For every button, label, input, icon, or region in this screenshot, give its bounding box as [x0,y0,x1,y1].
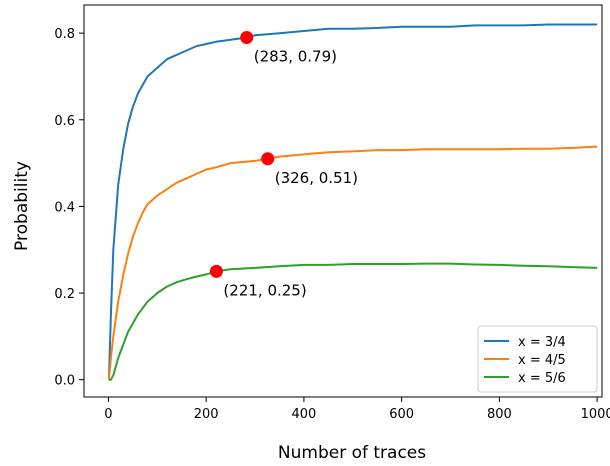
y-tick-label: 0.0 [54,374,75,389]
legend: x = 3/4 x = 4/5 x = 5/6 [477,325,598,393]
y-tick-label: 0.4 [54,200,75,215]
annotation-layer: (283, 0.79) (326, 0.51) (221, 0.25) [209,30,358,299]
y-tick-label: 0.6 [54,114,75,129]
plot-frame [83,4,603,398]
legend-label: x = 3/4 [518,335,566,350]
annotation-label: (326, 0.51) [275,169,358,187]
y-tick-label: 0.8 [54,27,75,42]
x-axis-ticks: 0 200 400 600 800 1000 [104,397,610,422]
annotation-marker [240,30,254,44]
series-line-1 [107,23,598,380]
annotation-marker [261,152,275,166]
y-axis-title: Probability [12,161,32,251]
x-tick-label: 1000 [581,407,610,422]
x-tick-label: 600 [389,407,414,422]
x-tick-label: 800 [487,407,512,422]
x-axis-title: Number of traces [278,443,426,463]
y-tick-label: 0.2 [54,287,75,302]
x-tick-label: 0 [104,407,112,422]
annotation-marker [209,264,223,278]
series-line-2 [107,145,598,380]
annotation-label: (221, 0.25) [223,281,306,299]
x-tick-label: 400 [291,407,316,422]
annotation-label: (283, 0.79) [254,47,337,65]
legend-label: x = 4/5 [518,353,566,368]
legend-label: x = 5/6 [518,371,566,386]
x-tick-label: 200 [194,407,219,422]
y-axis-ticks: 0.0 0.2 0.4 0.6 0.8 [54,27,84,389]
legend-box [477,325,598,393]
